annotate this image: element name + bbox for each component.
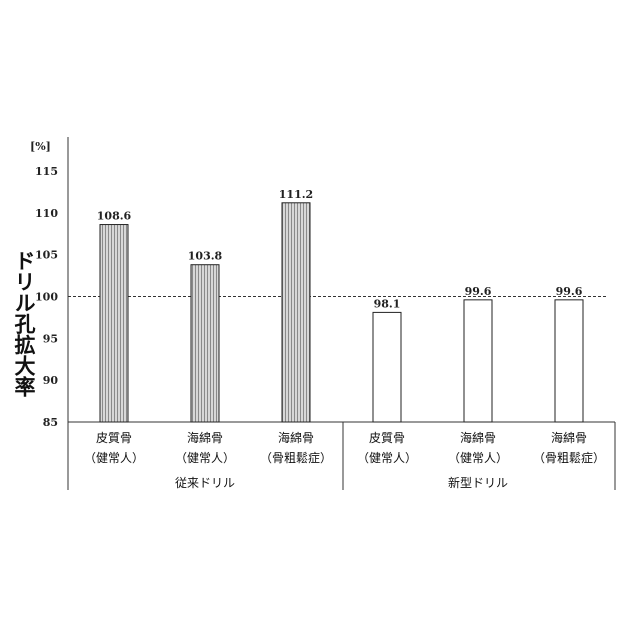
category-sublabel: （骨粗鬆症） (260, 450, 332, 465)
bar-chart: [%] 85 90 95 100 105 110 115 108.6 皮質骨 （健常人） 103.8… (0, 0, 640, 640)
y-tick-label: 100 (35, 291, 58, 304)
category-label: 皮質骨 (369, 430, 405, 445)
y-tick-label: 110 (35, 207, 58, 220)
y-tick-label: 95 (43, 332, 58, 345)
data-label: 108.6 (97, 210, 132, 223)
category-sublabel: （健常人） (357, 451, 417, 465)
group-label: 従来ドリル (175, 476, 235, 490)
category-label: 海綿骨 (278, 430, 314, 445)
category-label: 海綿骨 (551, 430, 587, 445)
bar (555, 300, 583, 422)
bar (464, 300, 492, 422)
category-sublabel: （骨粗鬆症） (533, 450, 605, 465)
y-unit-label: [%] (30, 140, 51, 153)
data-label: 103.8 (188, 250, 223, 263)
category-label: 海綿骨 (187, 430, 223, 445)
bar (100, 225, 128, 422)
y-tick-label: 115 (35, 165, 58, 178)
data-label: 111.2 (279, 188, 313, 201)
data-label: 99.6 (556, 285, 583, 298)
category-label: 海綿骨 (460, 430, 496, 445)
group-label: 新型ドリル (448, 475, 508, 490)
bar (191, 265, 219, 422)
bar (282, 203, 310, 422)
bar (373, 312, 401, 422)
y-tick-label: 85 (43, 416, 58, 429)
y-tick-label: 105 (35, 249, 58, 262)
y-tick-label: 90 (43, 374, 59, 387)
category-sublabel: （健常人） (448, 451, 508, 465)
category-sublabel: （健常人） (84, 451, 144, 465)
category-label: 皮質骨 (96, 430, 132, 445)
category-sublabel: （健常人） (175, 451, 235, 465)
data-label: 99.6 (465, 285, 492, 298)
data-label: 98.1 (374, 297, 401, 310)
